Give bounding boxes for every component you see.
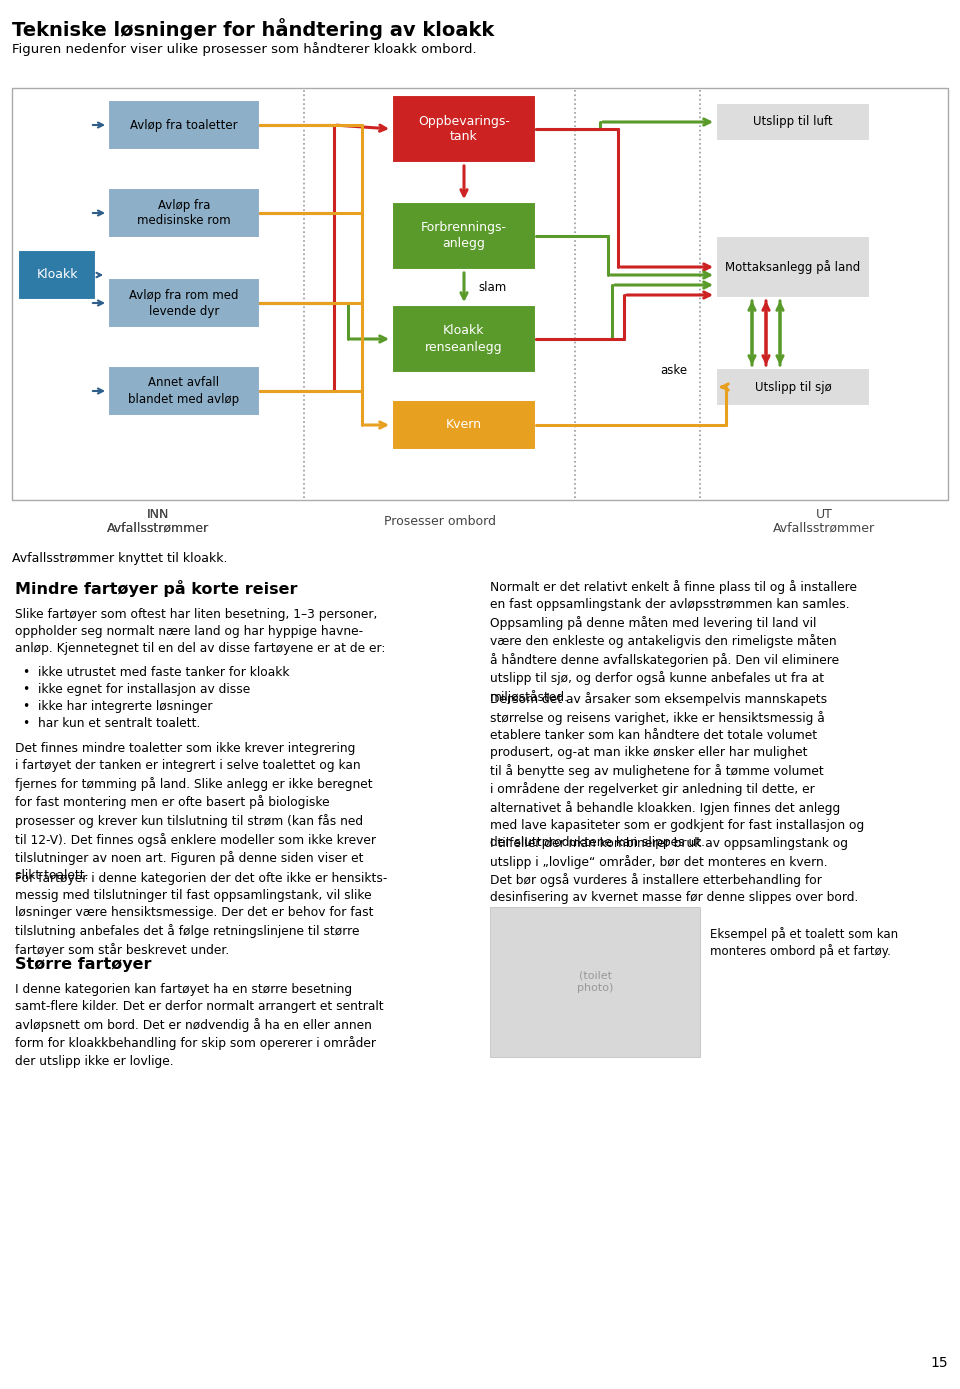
Text: Tekniske løsninger for håndtering av kloakk: Tekniske løsninger for håndtering av klo… bbox=[12, 18, 494, 40]
Text: UT: UT bbox=[816, 508, 832, 521]
Text: Mindre fartøyer på korte reiser: Mindre fartøyer på korte reiser bbox=[15, 581, 298, 597]
Text: Kloakk
renseanlegg: Kloakk renseanlegg bbox=[425, 325, 503, 353]
Bar bbox=[108, 365, 260, 415]
Text: Figuren nedenfor viser ulike prosesser som håndterer kloakk ombord.: Figuren nedenfor viser ulike prosesser s… bbox=[12, 42, 476, 56]
Text: Det finnes mindre toaletter som ikke krever integrering
i fartøyet der tanken er: Det finnes mindre toaletter som ikke kre… bbox=[15, 742, 376, 882]
Bar bbox=[12, 88, 948, 500]
Text: INN: INN bbox=[147, 508, 169, 521]
Bar bbox=[392, 201, 536, 269]
Text: Forbrennings-
anlegg: Forbrennings- anlegg bbox=[421, 221, 507, 250]
Bar bbox=[716, 368, 870, 406]
Text: Avfallsstrømmer: Avfallsstrømmer bbox=[773, 522, 876, 535]
Text: slam: slam bbox=[478, 281, 506, 294]
Text: I denne kategorien kan fartøyet ha en større besetning
samt-flere kilder. Det er: I denne kategorien kan fartøyet ha en st… bbox=[15, 983, 384, 1068]
Text: Prosesser ombord: Prosesser ombord bbox=[384, 515, 495, 528]
Text: aske: aske bbox=[660, 364, 687, 376]
Text: Slike fartøyer som oftest har liten besetning, 1–3 personer,
oppholder seg norma: Slike fartøyer som oftest har liten bese… bbox=[15, 608, 385, 656]
Text: I tilfeller der man kombinerer bruk av oppsamlingstank og
utslipp i „lovlige“ om: I tilfeller der man kombinerer bruk av o… bbox=[490, 838, 858, 904]
Text: Avfallsstrømmer: Avfallsstrømmer bbox=[107, 522, 209, 535]
Bar bbox=[108, 100, 260, 150]
Text: Avløp fra toaletter: Avløp fra toaletter bbox=[131, 118, 238, 132]
Bar bbox=[18, 250, 96, 300]
Bar bbox=[108, 188, 260, 238]
Bar bbox=[716, 236, 870, 299]
Bar bbox=[392, 306, 536, 374]
Text: Større fartøyer: Større fartøyer bbox=[15, 957, 152, 972]
Text: Utslipp til luft: Utslipp til luft bbox=[754, 115, 833, 129]
Text: Oppbevarings-
tank: Oppbevarings- tank bbox=[418, 114, 510, 143]
Bar bbox=[490, 907, 700, 1057]
Text: Avløp fra
medisinske rom: Avløp fra medisinske rom bbox=[137, 199, 230, 228]
Text: Avløp fra rom med
levende dyr: Avløp fra rom med levende dyr bbox=[130, 289, 239, 318]
Text: •  ikke har integrerte løsninger: • ikke har integrerte løsninger bbox=[23, 700, 212, 713]
Text: Utslipp til sjø: Utslipp til sjø bbox=[755, 381, 831, 393]
Text: Kvern: Kvern bbox=[446, 418, 482, 432]
Bar bbox=[108, 278, 260, 328]
Text: Dersom det av årsaker som eksempelvis mannskapets
størrelse og reisens varighet,: Dersom det av årsaker som eksempelvis ma… bbox=[490, 692, 864, 849]
Text: Eksempel på et toalett som kan
monteres ombord på et fartøy.: Eksempel på et toalett som kan monteres … bbox=[710, 926, 899, 958]
Text: Avfallsstrømmer knyttet til kloakk.: Avfallsstrømmer knyttet til kloakk. bbox=[12, 551, 228, 565]
Text: Mottaksanlegg på land: Mottaksanlegg på land bbox=[726, 260, 860, 274]
Text: (toilet
photo): (toilet photo) bbox=[577, 971, 613, 993]
Text: Annet avfall
blandet med avløp: Annet avfall blandet med avløp bbox=[129, 376, 240, 406]
Bar bbox=[716, 103, 870, 142]
Text: 15: 15 bbox=[930, 1356, 948, 1370]
Text: For fartøyer i denne kategorien der det ofte ikke er hensikts-
messig med tilslu: For fartøyer i denne kategorien der det … bbox=[15, 872, 388, 957]
Bar bbox=[392, 94, 536, 163]
Text: Normalt er det relativt enkelt å finne plass til og å installere
en fast oppsaml: Normalt er det relativt enkelt å finne p… bbox=[490, 581, 857, 704]
Text: •  har kun et sentralt toalett.: • har kun et sentralt toalett. bbox=[23, 717, 201, 731]
Text: Avfallsstrømmer: Avfallsstrømmer bbox=[107, 522, 209, 535]
Text: INN: INN bbox=[147, 508, 169, 521]
Bar bbox=[392, 400, 536, 450]
Text: •  ikke egnet for installasjon av disse: • ikke egnet for installasjon av disse bbox=[23, 683, 251, 696]
Text: •  ikke utrustet med faste tanker for kloakk: • ikke utrustet med faste tanker for klo… bbox=[23, 665, 290, 679]
Text: Kloakk: Kloakk bbox=[36, 268, 78, 282]
